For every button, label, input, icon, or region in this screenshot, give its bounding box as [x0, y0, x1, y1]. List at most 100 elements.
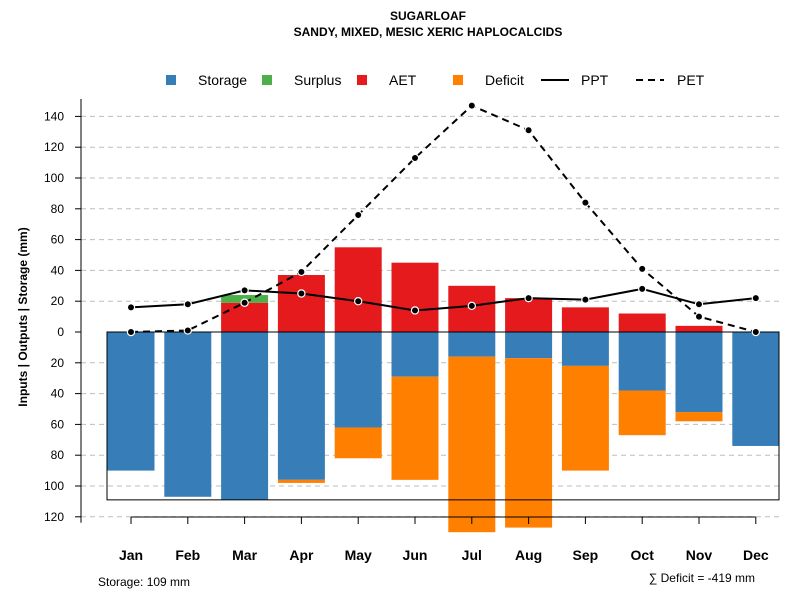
y-tick-label: 100: [44, 479, 64, 493]
ppt-point: [638, 284, 647, 294]
pet-point: [410, 153, 420, 163]
y-tick-label: 40: [51, 263, 65, 277]
pet-point: [694, 312, 704, 321]
aet-bar: [277, 275, 325, 332]
y-tick-label: 120: [44, 510, 64, 524]
deficit-bar: [448, 356, 496, 533]
deficit-bar: [505, 358, 553, 528]
deficit-bar: [561, 365, 609, 471]
ppt-line: [130, 287, 756, 312]
legend: Storage Surplus AET Deficit PPT PET: [166, 72, 705, 88]
pet-point: [297, 267, 306, 277]
ppt-point: [183, 300, 192, 309]
bars: [107, 247, 780, 533]
x-tick-label: May: [345, 547, 372, 563]
x-tick-label: Feb: [175, 547, 200, 563]
axes: 140 120 100 80 60 40 20 0 20 40 60 80 100 120 Jan Feb Ma…: [44, 99, 769, 563]
aet-bar: [618, 313, 666, 332]
x-tick-label: Oct: [631, 547, 655, 563]
deficit-bar: [277, 479, 325, 483]
storage-bar: [675, 332, 723, 413]
legend-swatch-aet: [357, 75, 367, 85]
storage-bar: [448, 332, 496, 357]
ppt-point: [751, 293, 761, 303]
lines: [126, 101, 761, 337]
pet-point: [524, 126, 533, 135]
deficit-bar: [391, 376, 439, 480]
storage-bar: [107, 332, 155, 471]
chart-subtitle: SANDY, MIXED, MESIC XERIC HAPLOCALCIDS: [294, 25, 563, 39]
pet-point: [581, 198, 590, 207]
x-tick-label: Jul: [462, 547, 482, 563]
deficit-note: ∑ Deficit = -419 mm: [649, 571, 755, 585]
ppt-point: [467, 301, 476, 311]
y-tick-label: 40: [51, 387, 65, 401]
x-tick-label: Apr: [289, 547, 314, 563]
storage-bar: [277, 332, 325, 480]
aet-bar: [391, 262, 439, 332]
y-tick-label: 60: [51, 417, 65, 431]
y-tick-label: 80: [51, 448, 65, 462]
legend-swatch-storage: [166, 75, 176, 85]
aet-bar: [561, 307, 609, 332]
deficit-bar: [675, 412, 723, 422]
ppt-point: [524, 293, 533, 303]
x-tick-label: Nov: [686, 547, 713, 563]
x-tick-label: Aug: [515, 547, 542, 563]
storage-bar: [164, 332, 212, 497]
storage-bar: [732, 332, 780, 446]
y-tick-label: 100: [44, 171, 64, 185]
aet-bar: [505, 298, 553, 332]
x-tick-label: Dec: [743, 547, 769, 563]
aet-bar: [675, 325, 723, 332]
ppt-point: [126, 303, 136, 312]
pet-point: [751, 327, 761, 337]
x-tick-label: Sep: [573, 547, 599, 563]
storage-note: Storage: 109 mm: [98, 575, 190, 589]
frame: [106, 331, 780, 501]
ppt-point: [410, 306, 420, 315]
y-tick-label: 20: [51, 356, 65, 370]
pet-point: [126, 327, 136, 337]
storage-bar: [505, 332, 553, 359]
ppt-point: [297, 289, 306, 298]
legend-label-storage: Storage: [198, 72, 247, 88]
legend-label-ppt: PPT: [581, 72, 609, 88]
storage-bar: [221, 332, 269, 500]
pet-point: [183, 326, 192, 335]
pet-point: [467, 101, 476, 110]
ppt-point: [694, 300, 704, 309]
pet-point: [638, 264, 647, 274]
legend-label-aet: AET: [389, 72, 417, 88]
y-tick-label: 0: [57, 325, 64, 339]
pet-point: [240, 298, 249, 307]
y-tick-label: 20: [51, 294, 65, 308]
x-tick-label: Mar: [232, 547, 257, 563]
x-tick-label: Jun: [403, 547, 428, 563]
pet-line: [130, 104, 757, 333]
legend-swatch-surplus: [262, 75, 272, 85]
y-tick-label: 80: [51, 202, 65, 216]
ppt-point: [354, 297, 363, 306]
legend-label-deficit: Deficit: [485, 72, 524, 88]
legend-label-pet: PET: [677, 72, 705, 88]
y-tick-label: 140: [44, 109, 64, 123]
aet-bar: [221, 302, 269, 332]
ppt-point: [240, 286, 249, 295]
storage-bar: [391, 332, 439, 377]
aet-bar: [334, 247, 382, 332]
storage-bar: [618, 332, 666, 391]
storage-bar: [334, 332, 382, 428]
chart-title: SUGARLOAF: [390, 9, 466, 23]
pet-point: [354, 210, 363, 220]
deficit-bar: [618, 390, 666, 436]
legend-swatch-deficit: [453, 75, 463, 85]
ppt-point: [581, 295, 590, 304]
y-tick-label: 60: [51, 233, 65, 247]
y-tick-label: 120: [44, 140, 64, 154]
legend-label-surplus: Surplus: [294, 72, 341, 88]
deficit-bar: [334, 427, 382, 459]
storage-bar: [561, 332, 609, 366]
y-axis-label: Inputs | Outputs | Storage (mm): [16, 227, 30, 406]
